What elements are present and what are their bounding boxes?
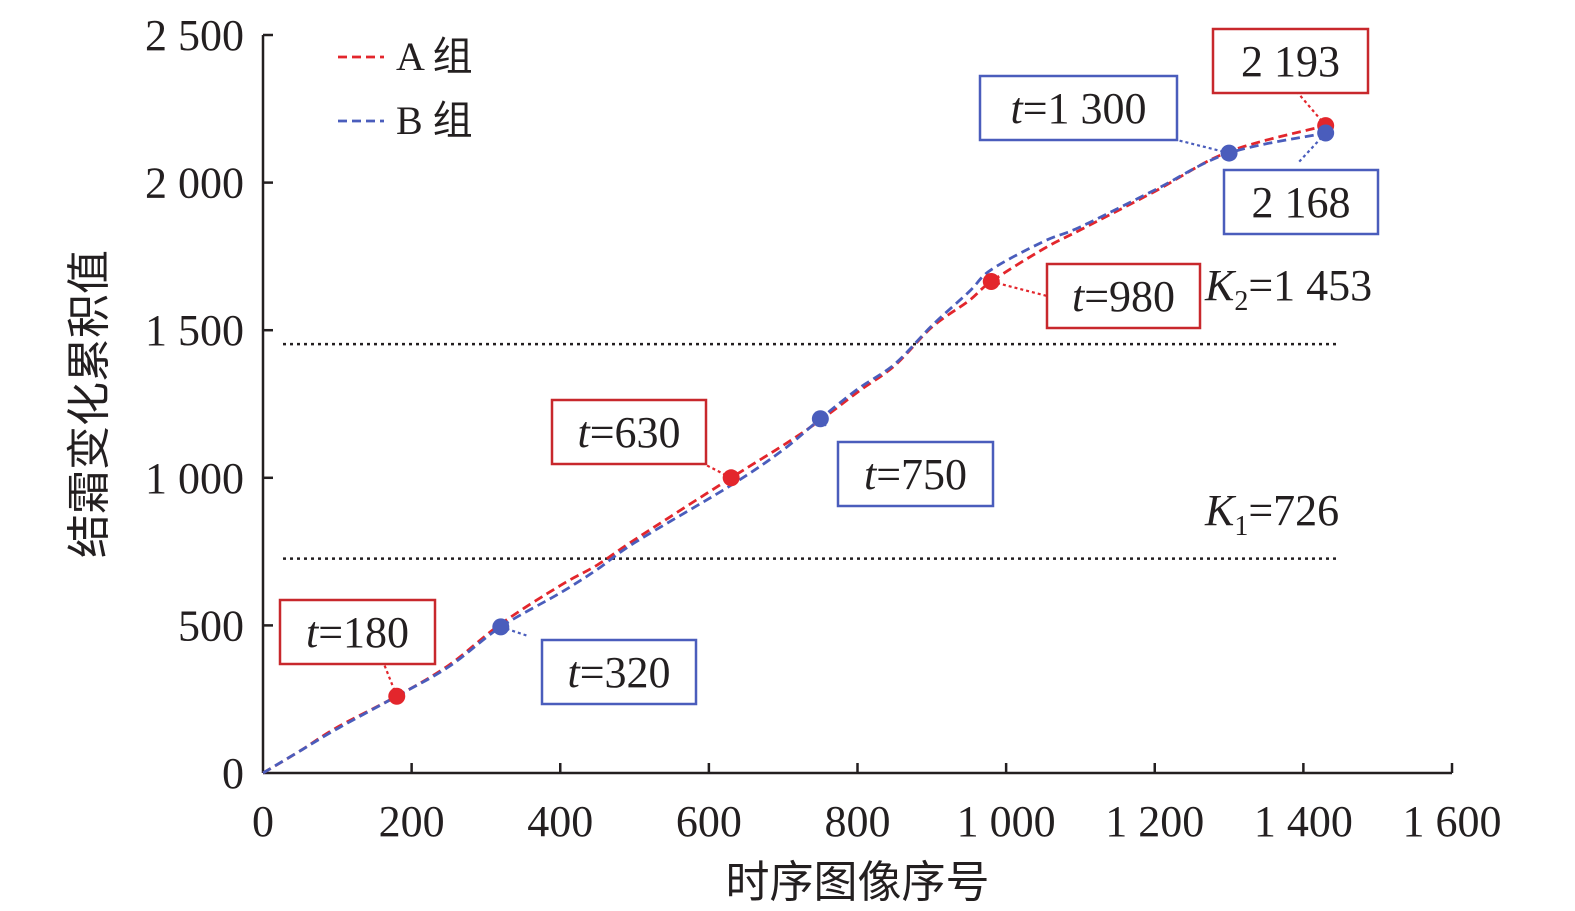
annotation-leader [1176, 138, 1230, 155]
annotation-box [278, 598, 437, 666]
x-tick-label: 1 000 [957, 797, 1056, 846]
legend: A 组 B 组 [338, 34, 473, 143]
legend-label-a: A 组 [396, 34, 473, 79]
threshold-label: K1=726 [1204, 486, 1339, 542]
y-tick-label: 2 000 [145, 159, 244, 208]
legend-label-b: B 组 [396, 98, 473, 143]
series-a-line [262, 124, 1327, 775]
y-tick-label: 1 500 [145, 306, 244, 355]
axes [261, 35, 1452, 775]
x-tick-label: 1 600 [1403, 797, 1502, 846]
series-a-marker [982, 272, 1000, 290]
series-a-marker [722, 469, 740, 487]
x-ticks: 0 200 400 600 800 1 000 1 200 1 400 1 600 [252, 763, 1502, 846]
x-tick-label: 1 400 [1254, 797, 1353, 846]
series-b-marker [492, 618, 510, 636]
annotation-label: t=180 [306, 608, 409, 657]
y-tick-label: 500 [178, 601, 244, 650]
series-b-marker [1317, 124, 1335, 142]
annotation-box [1045, 262, 1202, 330]
y-tick-label: 0 [222, 749, 244, 798]
series-lines [262, 124, 1327, 775]
series-b-line [262, 131, 1326, 775]
x-tick-label: 400 [527, 797, 593, 846]
annotation-label: t=1 300 [1010, 84, 1146, 133]
annotation-leader [990, 280, 1048, 298]
x-tick-label: 1 200 [1105, 797, 1204, 846]
annotation-box [540, 638, 698, 706]
x-tick-label: 0 [252, 797, 274, 846]
y-ticks: 0 500 1 000 1 500 2 000 2 500 [145, 11, 273, 798]
annotation-box [978, 74, 1179, 142]
annotation-box [550, 398, 708, 466]
x-axis-label: 时序图像序号 [726, 858, 990, 907]
threshold-lines: K1=726 K2=1 453 [283, 261, 1372, 560]
annotation-box [1211, 27, 1370, 95]
annotation-label: 2 168 [1252, 178, 1351, 227]
y-axis-label: 结霜变化累积值 [65, 250, 114, 558]
annotation-label: t=630 [577, 408, 680, 457]
annotation-label: t=320 [567, 648, 670, 697]
annotation-box [836, 440, 995, 508]
x-tick-label: 200 [379, 797, 445, 846]
annotations: t=180 t=320 t=630 t=750 t=980 t=1 300 2 193 2 1… [278, 27, 1380, 706]
threshold-label: K2=1 453 [1204, 261, 1372, 317]
annotation-label: 2 193 [1241, 37, 1340, 86]
annotation-leader [500, 625, 529, 638]
annotation-label: t=980 [1072, 272, 1175, 321]
y-tick-label: 2 500 [145, 11, 244, 60]
series-b-marker [811, 410, 829, 428]
x-tick-label: 800 [825, 797, 891, 846]
annotation-leader [705, 464, 732, 479]
annotation-label: t=750 [864, 450, 967, 499]
x-tick-label: 600 [676, 797, 742, 846]
series-b-marker [1220, 144, 1238, 162]
series-a-marker [388, 687, 406, 705]
y-tick-label: 1 000 [145, 454, 244, 503]
annotation-box [1222, 168, 1380, 236]
